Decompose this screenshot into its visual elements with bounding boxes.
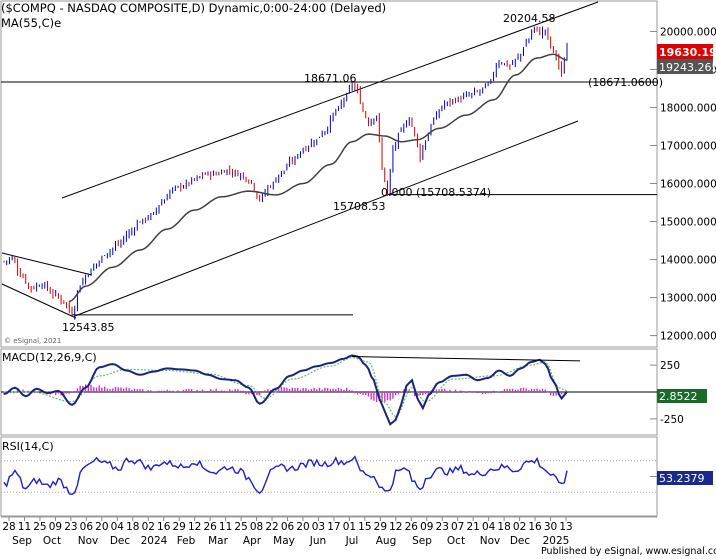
price-tick-label: 14000.0000 — [660, 255, 716, 267]
x-day-label: 16 — [157, 521, 171, 533]
macd-value-label: 2.8522 — [659, 390, 698, 403]
x-day-label: 09 — [420, 521, 433, 533]
last-price-label: 19630.1987 — [659, 46, 716, 59]
x-day-label: 21 — [466, 521, 479, 533]
x-day-label: 01 — [343, 521, 356, 533]
x-day-label: 17 — [327, 521, 340, 533]
x-month-label: Apr — [243, 535, 262, 547]
price-chart-title: ($COMPQ - NASDAQ COMPOSITE,D) Dynamic,0:… — [1, 1, 386, 15]
footer-published-by: Published by eSignal, www.esignal.com — [541, 546, 716, 557]
x-month-label: Nov — [78, 535, 99, 547]
x-day-label: 26 — [405, 521, 419, 533]
x-month-label: 2025 — [543, 535, 570, 547]
price-panel: 12000.0000 13000.0000 14000.0000 15000.0000… — [0, 0, 716, 348]
x-month-label: Sep — [12, 535, 32, 547]
rsi-value-box — [657, 471, 713, 485]
x-day-label: 25 — [234, 521, 247, 533]
annotation-fib-zero: 0.000 (15708.5374) — [381, 186, 491, 199]
ma-value-box — [657, 59, 713, 74]
x-day-label: 22 — [265, 521, 278, 533]
x-day-label: 16 — [528, 521, 542, 533]
price-tick-label: 12000.0000 — [660, 331, 716, 343]
x-month-label: 2024 — [141, 535, 168, 547]
x-day-label: 29 — [173, 521, 186, 533]
x-day-label: 06 — [80, 521, 94, 533]
rsi-panel-frame — [0, 436, 658, 517]
x-day-label: 18 — [497, 521, 510, 533]
level-label-18671: (18671.0600) — [588, 76, 663, 89]
x-day-label: 29 — [374, 521, 387, 533]
x-axis: 28 11 25 09 23 06 20 04 18 02 16 29 12 26 11 25 08 22 06 20… — [1, 516, 657, 547]
price-tick-label: 16000.0000 — [660, 179, 716, 191]
x-day-label: 12 — [389, 521, 402, 533]
x-month-label: Mar — [208, 535, 228, 547]
ma-indicator-label: MA(55,C)e — [1, 16, 61, 30]
x-day-label: 02 — [513, 521, 526, 533]
x-day-label: 11 — [219, 521, 232, 533]
x-day-label: 04 — [482, 521, 496, 533]
price-tick-label: 18000.0000 — [660, 102, 716, 114]
x-day-label: 15 — [358, 521, 371, 533]
x-day-label: 04 — [111, 521, 125, 533]
x-day-label: 18 — [126, 521, 139, 533]
x-day-label: 12 — [188, 521, 201, 533]
macd-tick-label: 250 — [660, 360, 680, 372]
x-month-label: Sep — [412, 535, 432, 547]
x-month-label: May — [273, 535, 295, 547]
x-day-label: 11 — [18, 521, 31, 533]
x-day-label: 23 — [436, 521, 449, 533]
x-month-label: Aug — [376, 535, 397, 547]
esignal-watermark: © eSignal, 2021 — [4, 337, 61, 345]
x-day-label: 03 — [312, 521, 325, 533]
x-month-label: Oct — [43, 535, 61, 547]
channel-upper-line — [61, 1, 599, 199]
x-day-label: 07 — [451, 521, 464, 533]
x-month-label: Nov — [480, 535, 501, 547]
macd-tick-label: -250 — [660, 414, 684, 426]
x-day-label: 23 — [64, 521, 77, 533]
x-month-label: Dec — [110, 535, 131, 547]
x-day-label: 20 — [95, 521, 108, 533]
ma-55-line — [69, 53, 568, 303]
rsi-panel: 53.2379 RSI(14,C) — [0, 436, 713, 517]
rsi-title: RSI(14,C) — [2, 440, 54, 453]
x-day-label: 30 — [544, 521, 557, 533]
price-panel-frame — [0, 0, 658, 348]
x-month-label: Jul — [345, 535, 359, 547]
last-price-box — [657, 44, 713, 59]
macd-value-box — [657, 389, 707, 403]
x-day-label: 08 — [250, 521, 263, 533]
x-month-label: Feb — [177, 535, 196, 547]
price-tick-label: 17000.0000 — [660, 140, 716, 152]
price-tick-label: 13000.0000 — [660, 293, 716, 305]
annotation-20204: 20204.58 — [503, 12, 556, 25]
macd-panel: 250 -250 2.8522 MACD(12,26,9,C) — [0, 348, 707, 436]
rsi-value-label: 53.2379 — [659, 472, 705, 485]
channel-lower-line — [74, 120, 579, 317]
annotation-18671: 18671.06 — [304, 72, 357, 85]
rsi-line — [3, 455, 568, 496]
x-day-label: 28 — [2, 521, 15, 533]
annotation-12543: 12543.85 — [62, 321, 115, 334]
x-month-label: Dec — [510, 535, 531, 547]
x-day-label: 13 — [559, 521, 572, 533]
x-day-label: 26 — [203, 521, 217, 533]
macd-divergence-line — [351, 356, 581, 362]
macd-line — [3, 354, 568, 426]
ma-value-label: 19243.2659 — [659, 61, 716, 74]
price-tick-label: 15000.0000 — [660, 217, 716, 229]
price-tick-label: 20000.0000 — [660, 26, 716, 38]
annotation-15708: 15708.53 — [333, 200, 386, 213]
x-month-label: Oct — [447, 535, 465, 547]
x-day-label: 02 — [142, 521, 155, 533]
x-day-label: 25 — [33, 521, 46, 533]
x-day-label: 06 — [281, 521, 295, 533]
x-month-label: Jun — [309, 535, 326, 547]
x-day-label: 20 — [296, 521, 309, 533]
x-day-label: 09 — [49, 521, 62, 533]
macd-title: MACD(12,26,9,C) — [2, 351, 97, 364]
down-channel-lower-line — [1, 283, 77, 319]
down-channel-upper-line — [1, 252, 93, 276]
